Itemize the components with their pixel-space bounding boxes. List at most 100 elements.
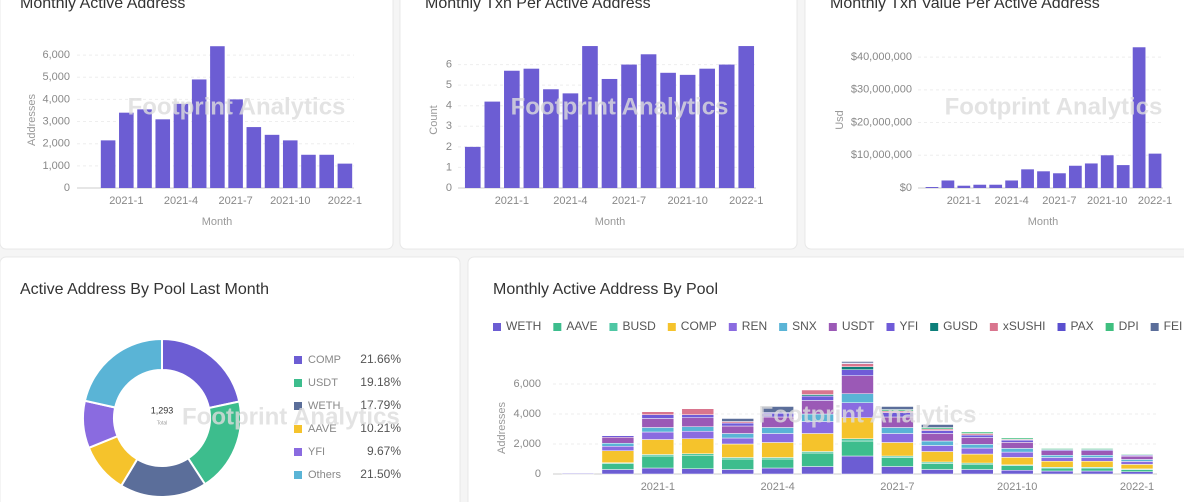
bar-segment [801, 395, 834, 401]
bar-segment [1040, 448, 1074, 450]
bar-segment [1080, 467, 1114, 472]
bar-segment [841, 375, 874, 394]
bar [1068, 165, 1082, 188]
bar-segment [1120, 469, 1154, 472]
bar-segment [1080, 470, 1114, 475]
bar-segment [761, 433, 794, 443]
bar [1053, 173, 1066, 188]
bar-segment [681, 426, 714, 432]
bar [464, 146, 481, 188]
x-axis-label: Month [1028, 216, 1059, 228]
bar-segment [601, 435, 635, 438]
bar [989, 184, 1003, 188]
bar-segment [961, 434, 994, 438]
legend-label: COMP [308, 354, 341, 366]
value-label: 21.50% [360, 467, 401, 481]
legend-label: GUSD [943, 319, 978, 333]
bar-segment [1001, 448, 1034, 453]
legend-label: WETH [506, 319, 541, 333]
bar-segment [761, 467, 794, 475]
bar-segment [1080, 457, 1114, 462]
bar-segment [841, 366, 874, 370]
bar-segment [601, 437, 635, 444]
bar-segment [921, 424, 954, 428]
bar-segment [721, 422, 754, 427]
x-tick-label: 2022-1 [1138, 195, 1172, 207]
bar [1132, 47, 1146, 188]
x-tick-label: 2021-1 [109, 195, 143, 207]
x-tick-label: 2021-1 [947, 195, 981, 207]
bar-segment [601, 463, 635, 470]
bar-segment [641, 431, 675, 440]
bar-segment [721, 458, 754, 470]
x-tick-label: 2022-1 [328, 195, 362, 207]
bar-segment [721, 443, 754, 458]
chart-title: Monthly Txn Value Per Active Address [830, 0, 1100, 12]
bar-segment [1120, 459, 1154, 462]
x-tick-label: 2021-4 [553, 195, 587, 207]
bar [484, 101, 501, 188]
legend-label: FEI [1164, 319, 1183, 333]
bar-segment [961, 469, 994, 475]
bar [718, 64, 735, 188]
bar [264, 134, 280, 188]
bar-segment [1040, 450, 1074, 456]
bar-segment [761, 427, 794, 434]
y-tick-label: $40,000,000 [851, 51, 912, 63]
bar-segment [1001, 442, 1034, 449]
bar-segment [921, 433, 954, 442]
legend-swatch [1105, 323, 1114, 331]
bar-segment [801, 389, 834, 395]
y-axis-label: Usd [834, 110, 846, 130]
value-label: 17.79% [360, 398, 401, 412]
y-tick-label: 0 [64, 182, 70, 194]
bar-segment [801, 452, 834, 467]
bar [246, 127, 262, 188]
x-tick-label: 2021-4 [164, 195, 198, 207]
watermark: Footprint Analytics [128, 93, 346, 120]
y-tick-label: 2,000 [513, 438, 541, 450]
center-label: 1,293 [151, 405, 174, 415]
bar-segment [841, 363, 874, 367]
bar [1037, 171, 1050, 188]
bar-segment [681, 438, 714, 454]
bar-segment [961, 447, 994, 455]
bar-segment [721, 425, 754, 434]
chart-title: Monthly Txn Per Active Address [425, 0, 651, 12]
watermark: Footprint Analytics [182, 403, 400, 430]
x-tick-label: 2021-7 [612, 195, 646, 207]
bar [973, 184, 987, 188]
bar-segment [881, 442, 914, 457]
bar-segment [681, 408, 714, 415]
watermark: Footprint Analytics [511, 93, 729, 120]
legend-swatch [294, 356, 302, 364]
y-tick-label: 4 [446, 100, 452, 112]
bar-segment [681, 468, 714, 475]
y-tick-label: 6,000 [513, 378, 541, 390]
y-tick-label: 4,000 [42, 93, 70, 105]
y-tick-label: $0 [900, 182, 912, 194]
x-tick-label: 2022-1 [1120, 481, 1154, 493]
legend-label: YFI [900, 319, 919, 333]
legend-label: AAVE [566, 319, 597, 333]
bar-segment [1001, 439, 1034, 443]
x-tick-label: 2021-7 [218, 195, 252, 207]
bar-segment [721, 418, 754, 422]
bar-segment [1001, 470, 1034, 475]
chart-title: Monthly Active Address [20, 0, 185, 12]
legend-label: USDT [842, 319, 875, 333]
bar-segment [961, 431, 994, 434]
bar-segment [881, 406, 914, 410]
legend-swatch [667, 323, 676, 331]
bar-segment [881, 427, 914, 434]
x-axis-label: Month [595, 216, 626, 228]
y-tick-label: 6 [446, 58, 452, 70]
legend-label: REN [742, 319, 767, 333]
legend-label: SNX [792, 319, 817, 333]
bar-segment [641, 467, 675, 475]
y-tick-label: 4,000 [513, 408, 541, 420]
legend-swatch [493, 323, 501, 331]
bar [119, 112, 134, 188]
legend-label: BUSD [622, 319, 656, 333]
x-tick-label: 2021-1 [641, 481, 675, 493]
